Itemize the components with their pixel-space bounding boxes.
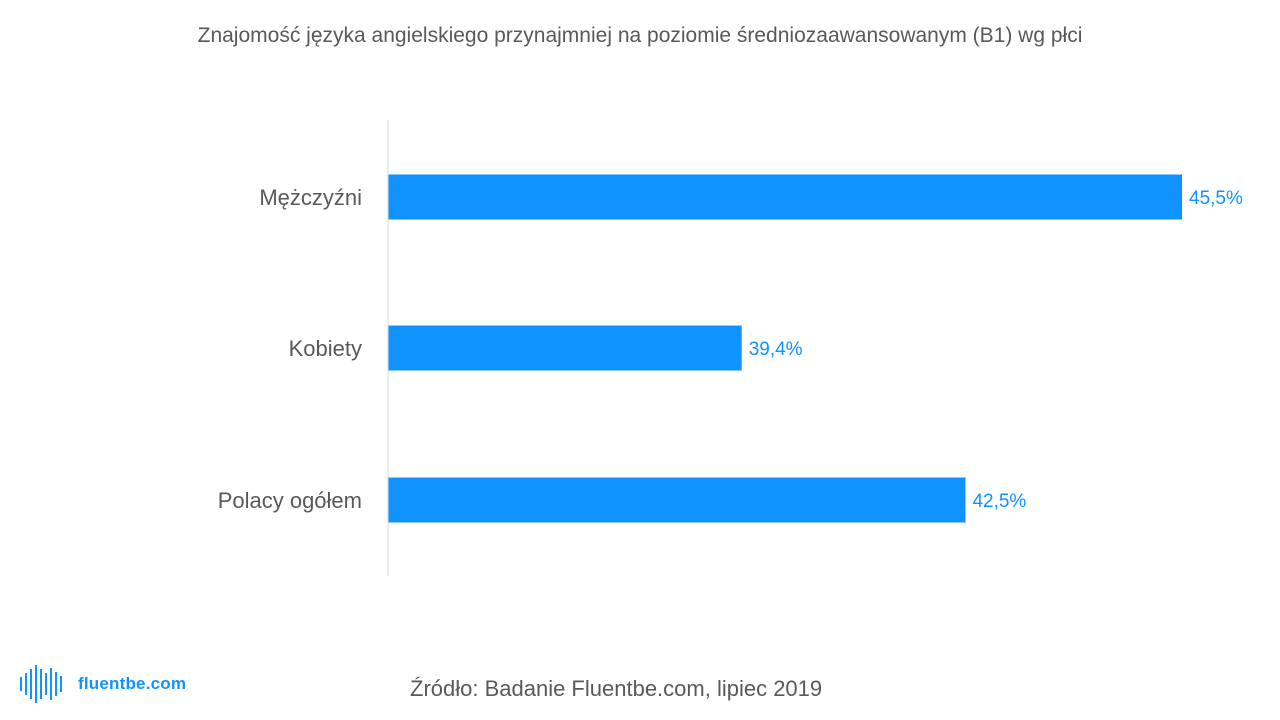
brand-name: fluentbe.com [78,674,187,693]
logo-wave-bar [60,676,62,692]
logo-wave-bar [55,672,57,696]
bar [388,477,966,523]
logo-wave-bar [30,669,32,699]
logo-wave-bar [25,673,27,695]
soundwave-logo-icon [20,665,62,703]
category-label: Polacy ogółem [218,488,362,513]
chart-title: Znajomość języka angielskiego przynajmni… [197,24,1083,47]
category-label: Mężczyźni [259,185,362,210]
bar-chart: Mężczyźni 45,5% Kobiety 39,4% Polacy ogółem 4… [218,120,1243,576]
logo-wave-bar [50,668,52,700]
bar [388,174,1182,220]
data-label: 42,5% [972,491,1026,512]
logo-wave-bar [20,677,22,691]
data-label: 39,4% [749,339,803,360]
data-label: 45,5% [1189,188,1243,209]
category-label: Kobiety [289,336,362,361]
brand-logo: fluentbe.com [18,664,186,704]
logo-wave-bar [35,665,37,703]
logo-wave-bar [40,669,42,699]
logo-wave-bar [45,673,47,695]
bar [388,325,742,371]
source-note: Źródło: Badanie Fluentbe.com, lipiec 201… [410,676,823,701]
